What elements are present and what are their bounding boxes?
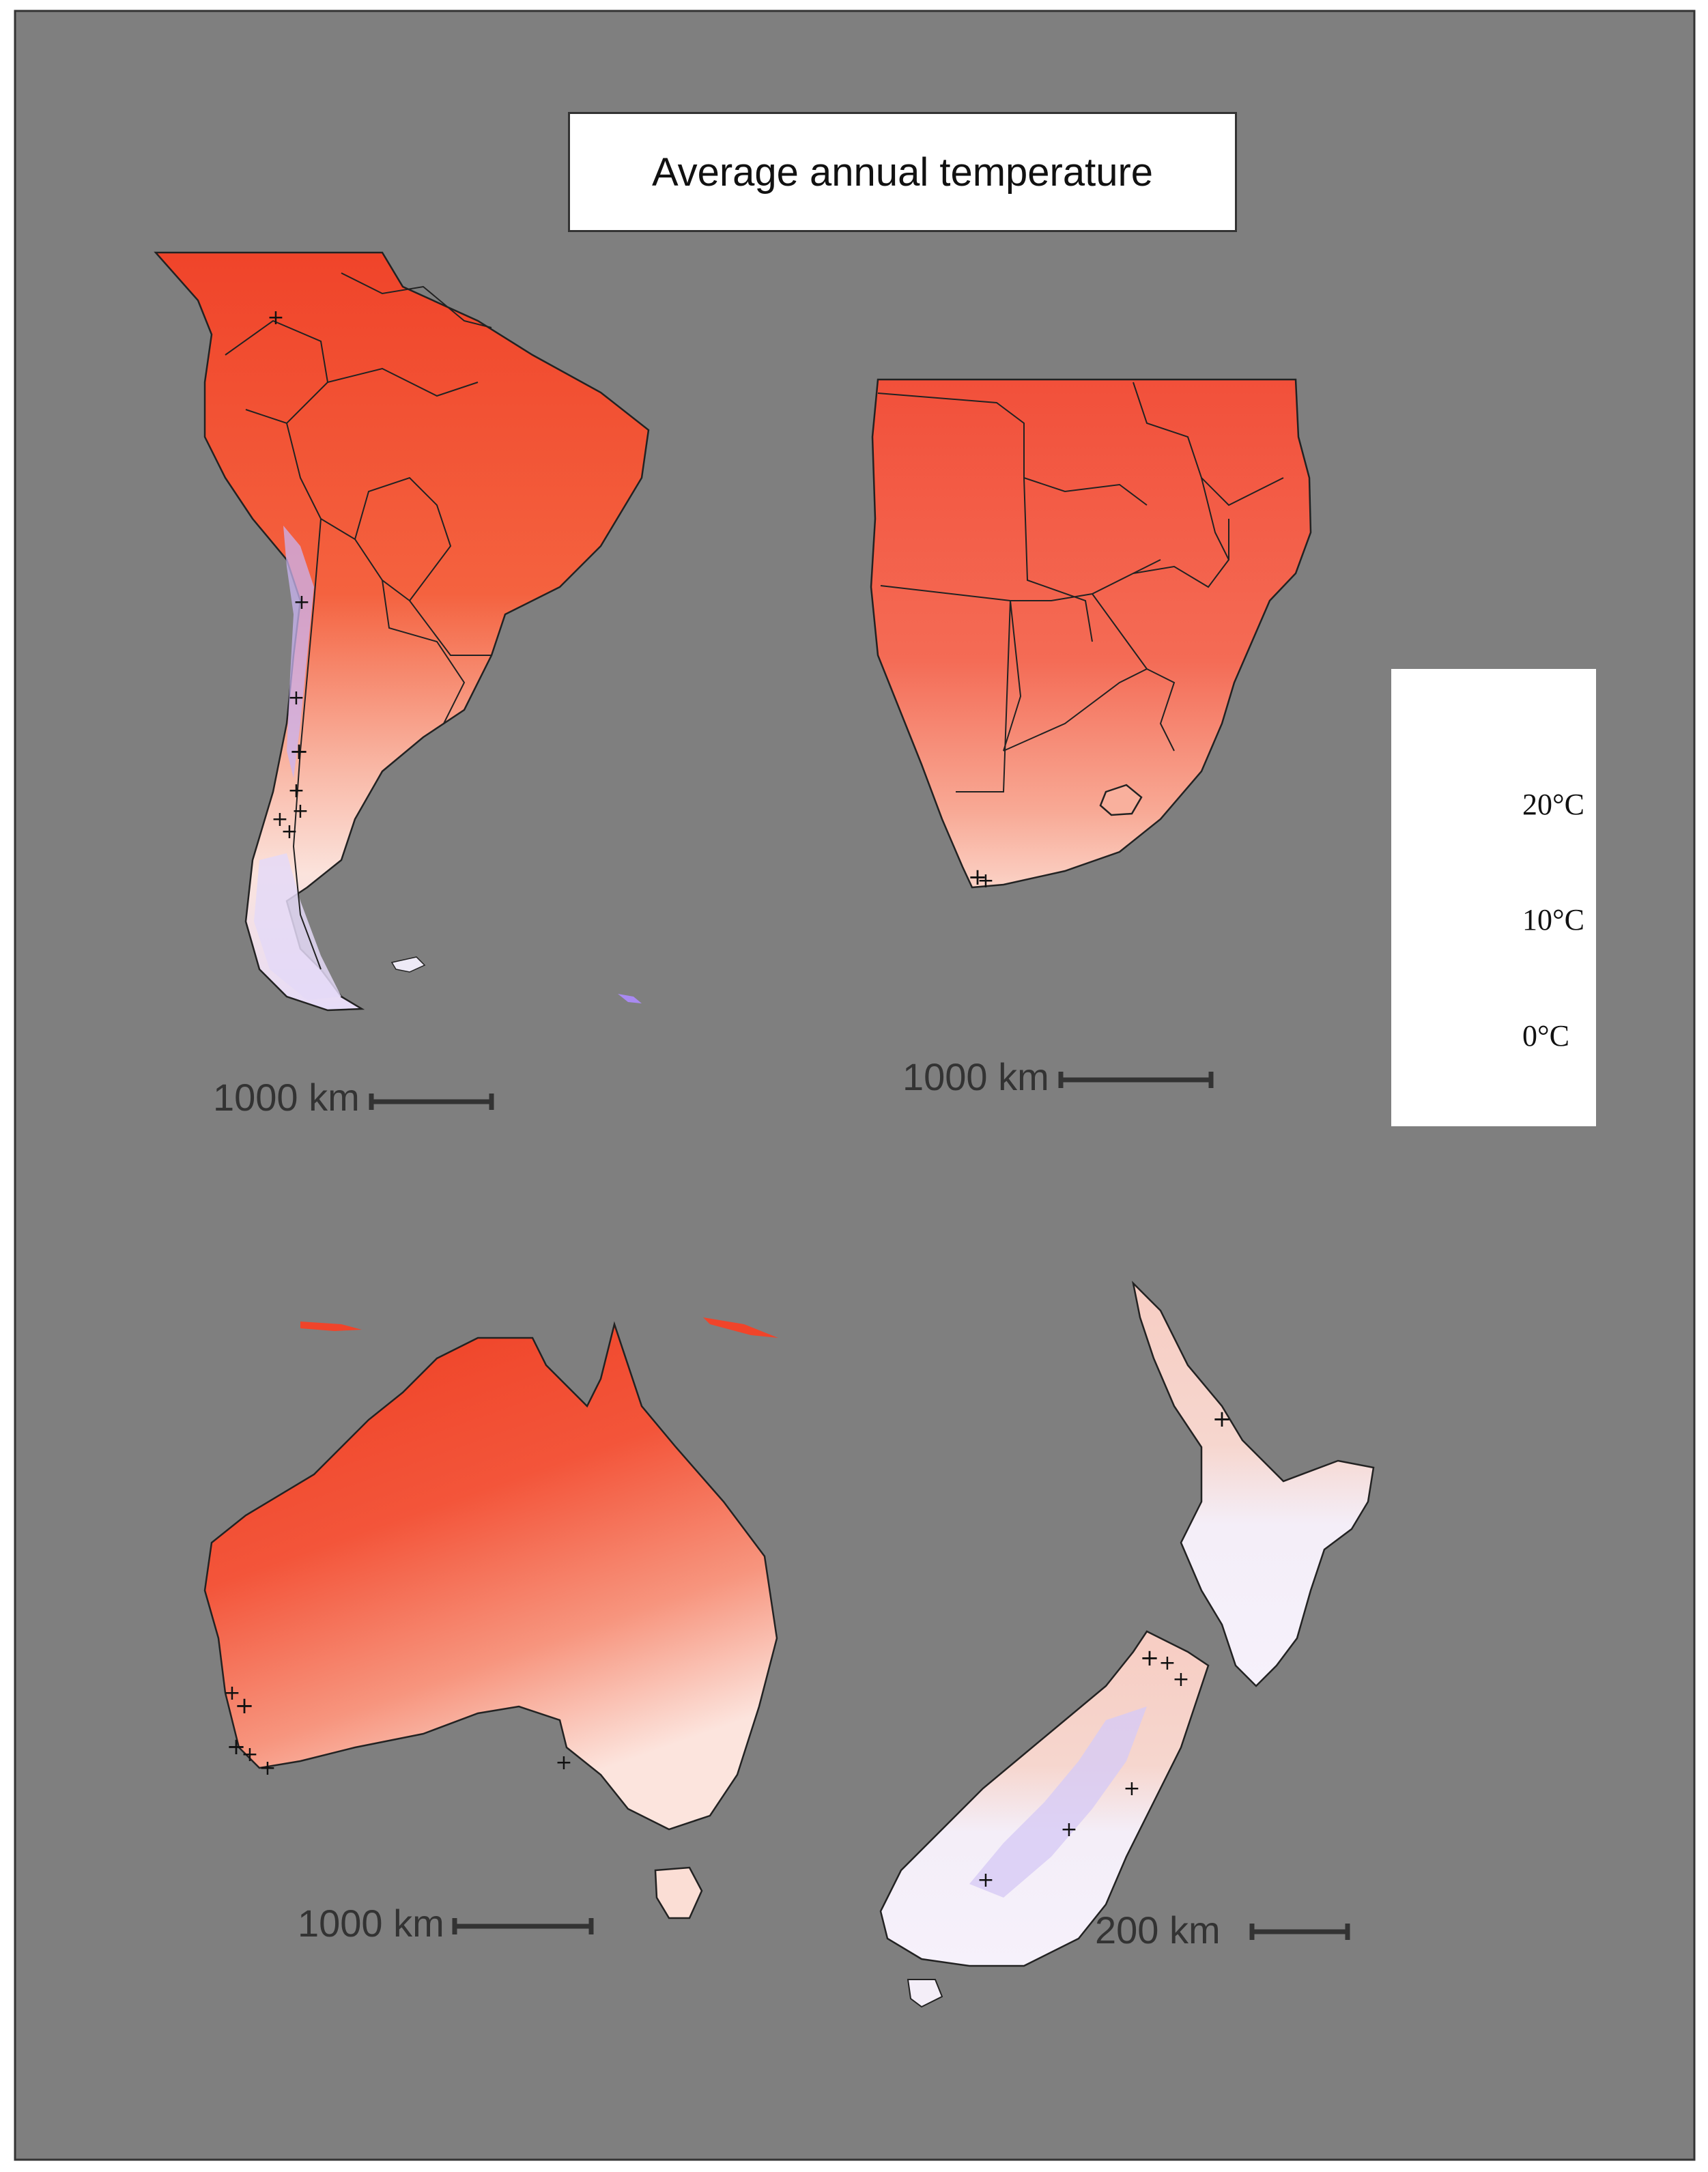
occurrence-marker: + [555,1751,572,1775]
scale-label-australia: 1000 km [298,1902,444,1945]
scale-bar-australia [452,1918,594,1934]
southern-africa-map: + + [870,378,1312,893]
scale-label-south-america: 1000 km [213,1076,360,1119]
south-america-map: + + + + + + + + [154,251,650,1012]
legend-label-0: 0°C [1522,1018,1569,1053]
map-title: Average annual temperature [568,112,1237,232]
occurrence-marker: + [287,686,304,710]
legend: 20°C 10°C 0°C [1391,669,1596,1126]
southern-africa-markers: + + [968,863,995,893]
occurrence-marker: + [241,1743,258,1767]
occurrence-marker: + [977,869,994,893]
south-america-markers: + + + + + + + + [267,306,310,844]
occurrence-marker: + [287,779,304,803]
occurrence-marker: + [1140,1644,1160,1672]
south-georgia [618,994,642,1003]
legend-label-20: 20°C [1522,788,1584,822]
occurrence-marker: + [227,1733,246,1760]
occurrence-marker: + [259,1756,276,1780]
occurrence-marker: + [1060,1818,1077,1842]
occurrence-marker: + [267,306,284,330]
patagonia-cold-area [254,853,341,1000]
falkland-islands [390,956,426,973]
occurrence-marker: + [281,820,298,844]
new-zealand-north-island [1131,1281,1375,1687]
occurrence-marker: + [968,863,988,891]
stewart-island [907,1979,943,2008]
occurrence-marker: + [1158,1651,1176,1675]
occurrence-marker: + [289,738,309,765]
australia-map: + + + + + + [203,1317,778,1919]
occurrence-marker: + [271,808,288,831]
scale-bar-southern-africa [1058,1072,1214,1088]
scale-bars [369,1072,1350,1940]
new-guinea-fragment [300,1321,362,1331]
new-zealand-markers: + + + + + + + [977,1405,1232,1892]
occurrence-marker: + [1123,1777,1140,1801]
scale-bar-new-zealand [1249,1924,1350,1940]
southern-alps-cold-band [969,1706,1147,1898]
occurrence-marker: + [977,1868,994,1892]
scale-label-southern-africa: 1000 km [902,1055,1049,1098]
scale-bar-south-america [369,1094,494,1110]
occurrence-marker: + [291,799,309,823]
tasmania [654,1866,703,1919]
south-america-borders [225,272,492,970]
occurrence-marker: + [1172,1668,1189,1691]
australia-landmass [203,1321,778,1831]
lesotho [1099,784,1143,816]
scale-label-new-zealand: 200 km [1095,1909,1221,1952]
occurrence-marker: + [1212,1405,1232,1433]
legend-label-10: 10°C [1522,903,1584,937]
andes-cold-band [283,526,314,778]
southern-africa-borders [877,382,1284,792]
new-guinea-fragment [703,1317,778,1338]
occurrence-marker: + [235,1692,255,1719]
new-zealand-map: + + + + + + + [879,1281,1375,2008]
occurrence-marker: + [223,1681,240,1705]
australia-markers: + + + + + + [223,1681,572,1780]
occurrence-marker: + [293,590,310,614]
